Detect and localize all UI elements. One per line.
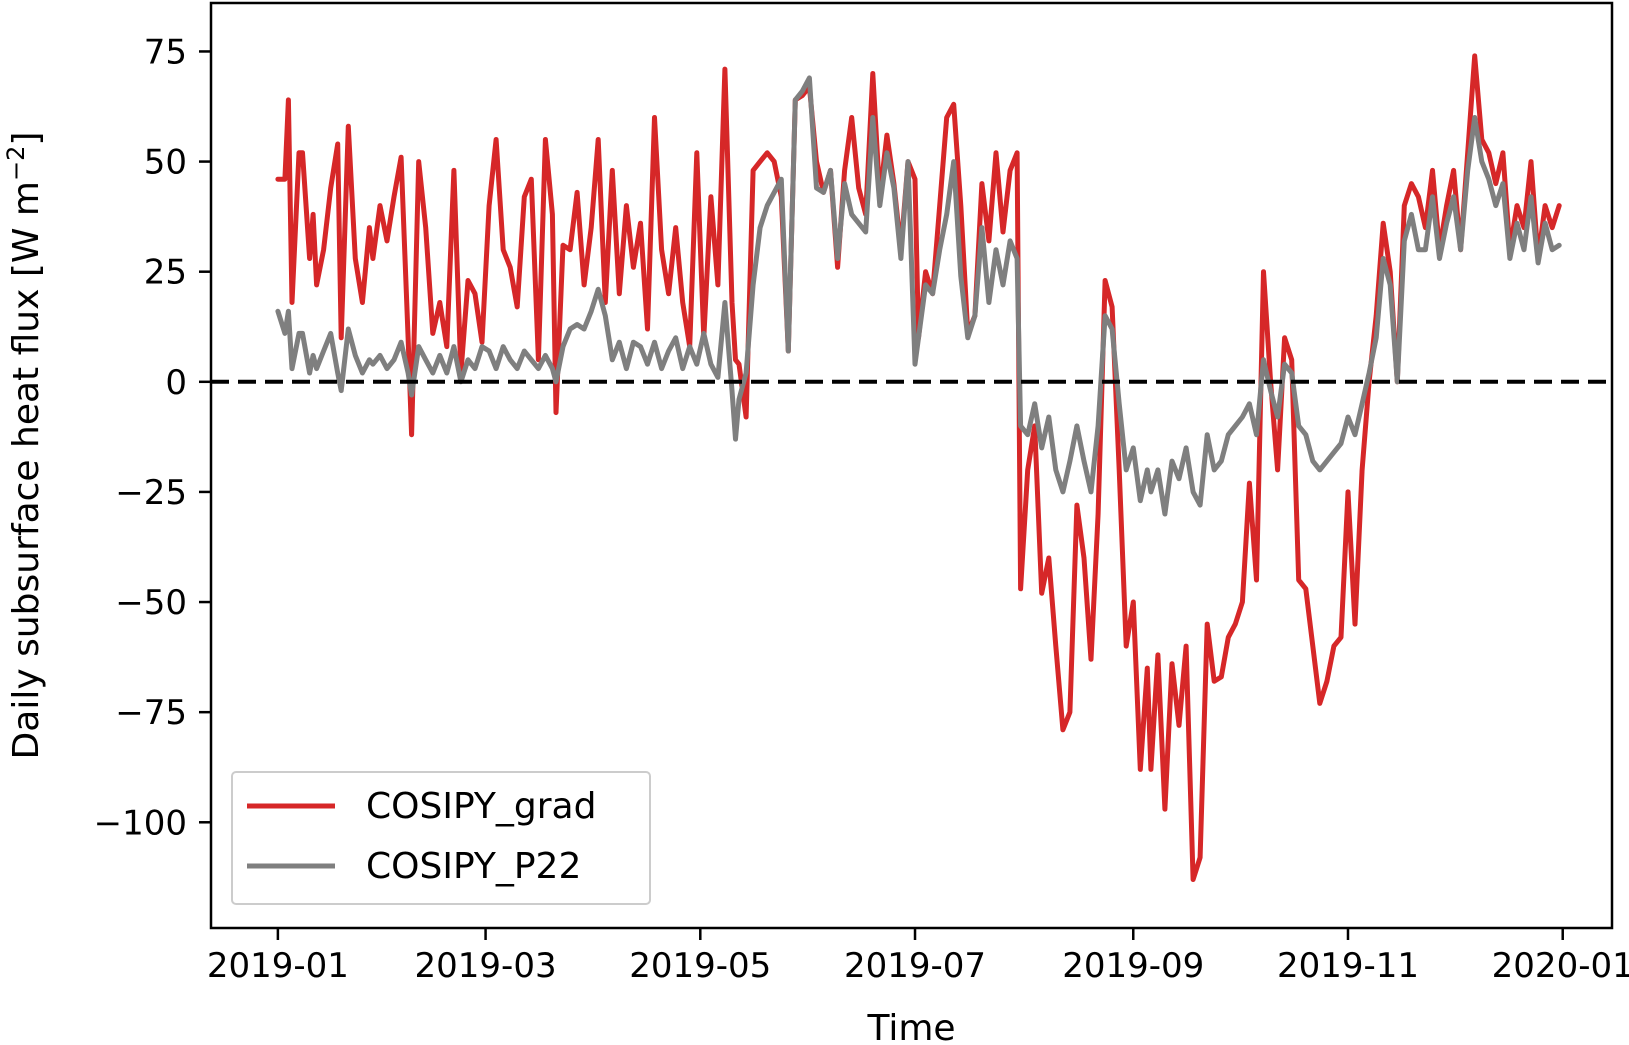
x-tick-label: 2019-07 <box>844 946 986 986</box>
y-axis: 75 50 25 0 −25 −50 −75 −100 <box>94 32 211 843</box>
y-tick-label: −50 <box>115 583 187 623</box>
y-tick-label: 50 <box>144 143 187 183</box>
y-tick-label: 75 <box>144 32 187 72</box>
y-axis-label-close: ] <box>6 132 47 146</box>
y-tick-label: −25 <box>115 473 187 513</box>
legend: COSIPY_grad COSIPY_P22 <box>231 771 651 905</box>
y-tick-label: 25 <box>144 253 187 293</box>
x-axis-label: Time <box>866 1008 955 1045</box>
y-axis-label: Daily subsurface heat flux [W m−2] <box>2 132 47 760</box>
y-axis-label-superscript: −2 <box>2 146 30 181</box>
x-tick-label: 2020-01 <box>1492 946 1629 986</box>
x-tick-label: 2019-03 <box>415 946 557 986</box>
x-tick-label: 2019-01 <box>207 946 349 986</box>
y-tick-label: 0 <box>165 363 187 403</box>
series-layer <box>275 53 1562 882</box>
y-tick-label: −100 <box>94 803 187 843</box>
legend-label-cosipy-grad: COSIPY_grad <box>366 786 596 827</box>
y-tick-label: −75 <box>115 693 187 733</box>
x-tick-label: 2019-09 <box>1062 946 1204 986</box>
x-axis: 2019-01 2019-03 2019-05 2019-07 2019-09 2019-… <box>207 928 1629 986</box>
x-tick-label: 2019-11 <box>1277 946 1419 986</box>
legend-box <box>231 771 651 905</box>
y-axis-label-main: Daily subsurface heat flux [W m <box>6 181 47 759</box>
x-tick-label: 2019-05 <box>629 946 771 986</box>
legend-label-cosipy-p22: COSIPY_P22 <box>366 846 581 887</box>
plot-frame <box>209 1 1614 930</box>
series-line-cosipy-grad <box>275 53 1562 882</box>
series-line-cosipy-p22 <box>275 75 1562 517</box>
